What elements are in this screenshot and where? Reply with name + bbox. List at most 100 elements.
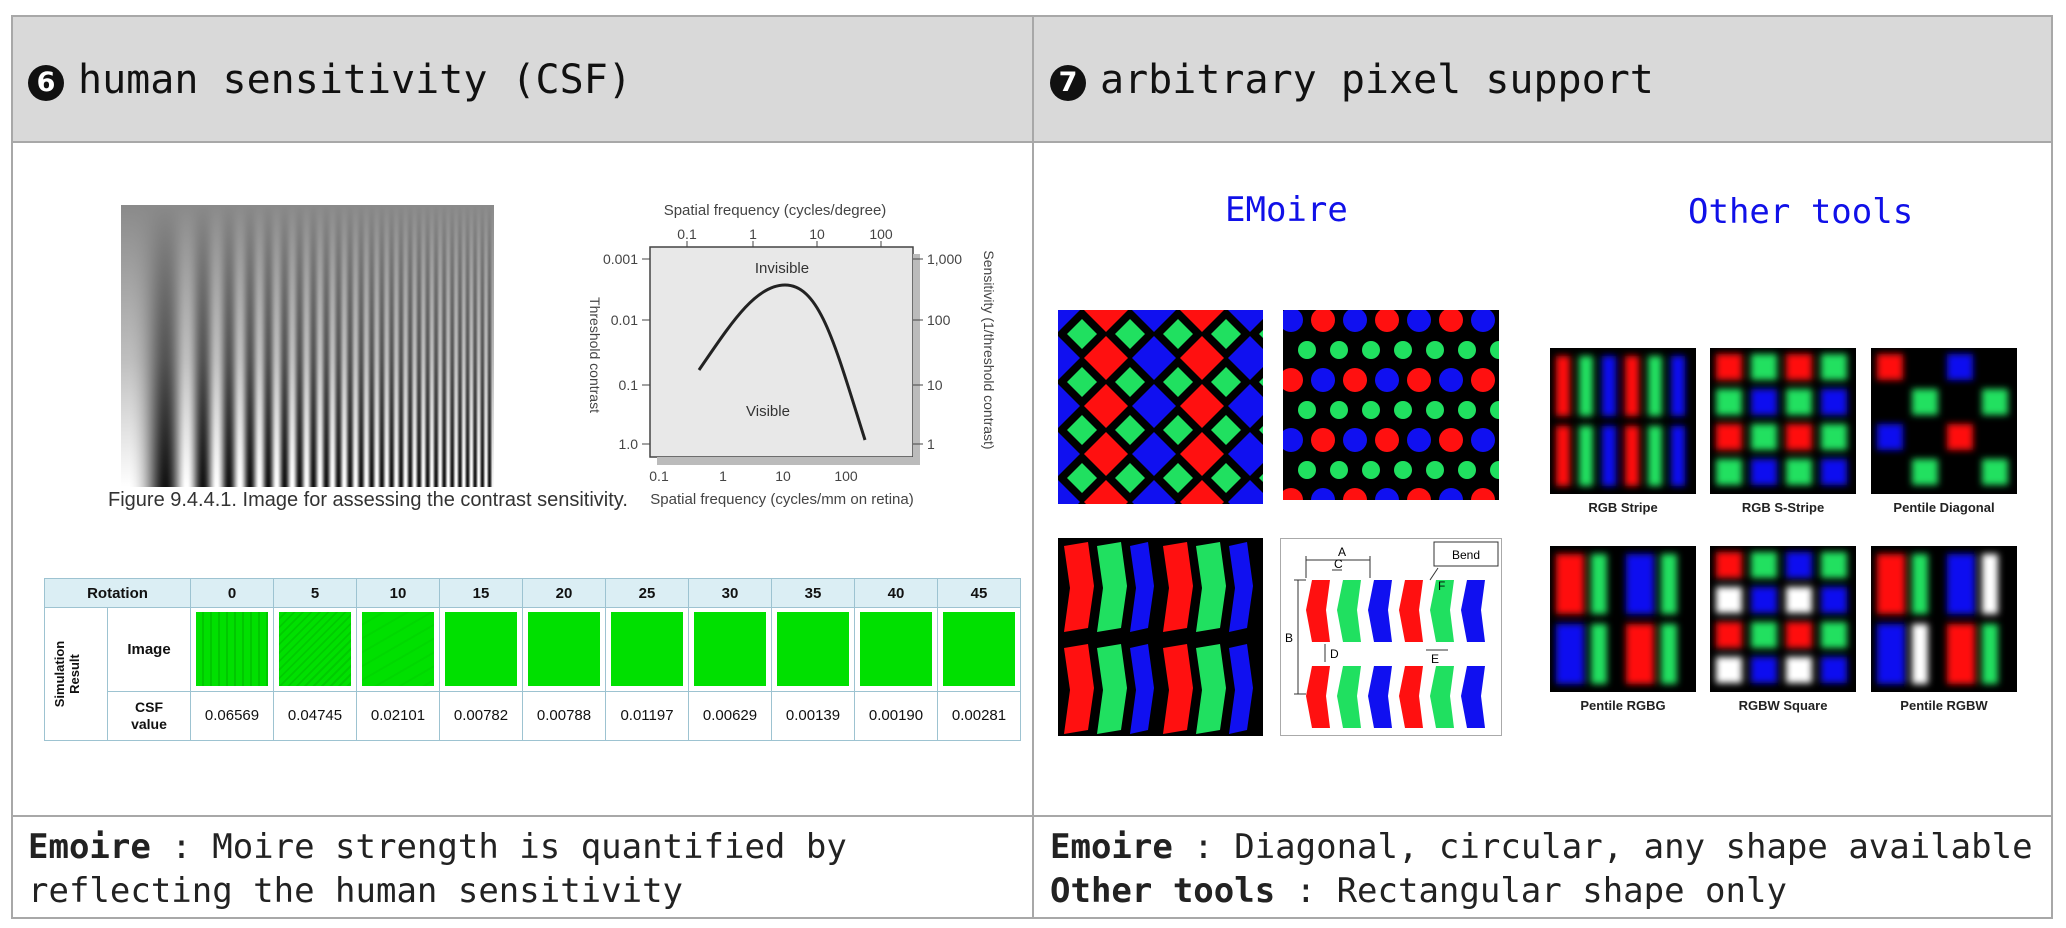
emoire-chevron-pattern bbox=[1058, 538, 1263, 736]
bend-subpixel bbox=[1430, 666, 1454, 728]
csf-curve bbox=[697, 283, 867, 441]
other-tool-label: RGBW Square bbox=[1738, 698, 1828, 713]
subpixel-diamond bbox=[1180, 384, 1224, 428]
other-tool-pattern bbox=[1710, 546, 1856, 692]
top-tick: 0.1 bbox=[677, 226, 697, 242]
subpixel-dot bbox=[1426, 401, 1444, 419]
subpixel-chevron bbox=[1196, 644, 1226, 734]
sim-swatch bbox=[279, 612, 351, 687]
right-footer-line1: Emoire : Diagonal, circular, any shape a… bbox=[1050, 825, 2040, 869]
rotation-col-header: 10 bbox=[356, 578, 440, 608]
rotation-col-header: 35 bbox=[771, 578, 855, 608]
bend-label-box bbox=[1433, 541, 1499, 567]
image-cell bbox=[190, 607, 274, 692]
bottom-tick: 100 bbox=[834, 468, 858, 484]
subpixel-dot bbox=[1490, 341, 1499, 359]
rotation-col-header: 40 bbox=[854, 578, 938, 608]
bend-subpixel bbox=[1306, 580, 1330, 642]
dim-e: E bbox=[1431, 652, 1439, 666]
subpixel-diamond bbox=[1259, 426, 1263, 434]
subpixel-chevron bbox=[1229, 644, 1253, 734]
subpixel-dot bbox=[1407, 428, 1431, 452]
subpixel-diamond bbox=[1058, 480, 1080, 504]
subpixel-diamond bbox=[1211, 463, 1241, 493]
subpixel-dot bbox=[1283, 428, 1303, 452]
subpixel-dot bbox=[1471, 310, 1495, 332]
image-cell bbox=[688, 607, 772, 692]
left-footer-text: : Moire strength is quantified by reflec… bbox=[28, 827, 847, 911]
sim-swatch bbox=[943, 612, 1015, 687]
image-cell bbox=[605, 607, 689, 692]
bend-subpixel bbox=[1461, 666, 1485, 728]
subpixel-diamond bbox=[1132, 336, 1176, 380]
subpixel-dot bbox=[1375, 428, 1399, 452]
subpixel-dot bbox=[1407, 310, 1431, 332]
subpixel-dot bbox=[1311, 488, 1335, 500]
subpixel-dot bbox=[1439, 488, 1463, 500]
subpixel-diamond bbox=[1228, 432, 1263, 476]
left-header-cell bbox=[13, 17, 1032, 142]
subpixel-dot bbox=[1298, 341, 1316, 359]
number-badge: 6 bbox=[28, 65, 64, 101]
subpixel-dot bbox=[1298, 401, 1316, 419]
subpixel-dot bbox=[1343, 368, 1367, 392]
other-tool-pattern bbox=[1871, 348, 2017, 494]
subpixel-diamond bbox=[1058, 384, 1080, 428]
left-tick: 0.01 bbox=[611, 312, 638, 328]
subpixel-chevron bbox=[1163, 644, 1193, 734]
right-axis-label: Sensitivity (1/threshold contrast) bbox=[981, 250, 997, 449]
column-divider bbox=[1032, 15, 1034, 919]
subpixel-dot bbox=[1311, 428, 1335, 452]
simulation-table: Rotation 0 5 10 15 20 25 30 35 40 45 Sim… bbox=[44, 578, 1021, 742]
subpixel-diamond bbox=[1259, 378, 1263, 386]
sim-swatch bbox=[196, 612, 268, 687]
bottom-tick: 1 bbox=[719, 468, 727, 484]
subpixel-diamond bbox=[1132, 384, 1176, 428]
left-axis-label: Threshold contrast bbox=[587, 297, 603, 413]
subpixel-diamond bbox=[1067, 415, 1097, 445]
subpixel-diamond bbox=[1163, 319, 1193, 349]
subpixel-dot bbox=[1375, 310, 1399, 332]
rotation-col-header: 45 bbox=[937, 578, 1021, 608]
right-footer-line1-text: : Diagonal, circular, any shape availabl… bbox=[1172, 827, 2033, 867]
csf-row-label: CSF value bbox=[107, 690, 191, 742]
subpixel-diamond bbox=[1228, 336, 1263, 380]
right-tick: 1,000 bbox=[927, 251, 962, 267]
bend-subpixel bbox=[1337, 666, 1361, 728]
dim-c: C bbox=[1334, 557, 1343, 571]
subpixel-diamond bbox=[1115, 463, 1145, 493]
right-footer: Emoire : Diagonal, circular, any shape a… bbox=[1050, 825, 2040, 913]
subpixel-chevron bbox=[1064, 644, 1094, 734]
top-ticks: 0.1 1 10 100 bbox=[677, 226, 893, 242]
right-footer-line1-bold: Emoire bbox=[1050, 827, 1173, 867]
rotation-col-header: 5 bbox=[273, 578, 357, 608]
dim-a: A bbox=[1338, 545, 1346, 559]
bend-subpixel bbox=[1399, 666, 1423, 728]
bottom-axis-label: Spatial frequency (cycles/mm on retina) bbox=[650, 491, 913, 508]
other-tool-pattern bbox=[1550, 348, 1696, 494]
rotation-col-header: 0 bbox=[190, 578, 274, 608]
subpixel-diamond bbox=[1180, 310, 1224, 332]
left-tick: 1.0 bbox=[619, 436, 639, 452]
image-cell bbox=[854, 607, 938, 692]
subpixel-diamond bbox=[1163, 367, 1193, 397]
subpixel-diamond bbox=[1211, 319, 1241, 349]
subpixel-dot bbox=[1330, 461, 1348, 479]
emoire-heading: EMoire bbox=[1225, 190, 1348, 230]
csf-value: 0.02101 bbox=[356, 690, 440, 742]
rotation-col-header: 20 bbox=[522, 578, 606, 608]
top-tick: 1 bbox=[749, 226, 757, 242]
subpixel-diamond bbox=[1228, 480, 1263, 504]
subpixel-diamond bbox=[1058, 432, 1080, 476]
subpixel-dot bbox=[1375, 368, 1399, 392]
dim-d: D bbox=[1330, 647, 1339, 661]
other-tool-pattern bbox=[1871, 546, 2017, 692]
right-tick: 100 bbox=[927, 312, 951, 328]
subpixel-dot bbox=[1283, 310, 1303, 332]
subpixel-dot bbox=[1426, 461, 1444, 479]
bend-subpixel bbox=[1430, 580, 1454, 642]
left-title-text: human sensitivity (CSF) bbox=[78, 57, 632, 103]
subpixel-diamond bbox=[1132, 310, 1176, 332]
subpixel-dot bbox=[1407, 368, 1431, 392]
dim-b: B bbox=[1285, 631, 1293, 645]
